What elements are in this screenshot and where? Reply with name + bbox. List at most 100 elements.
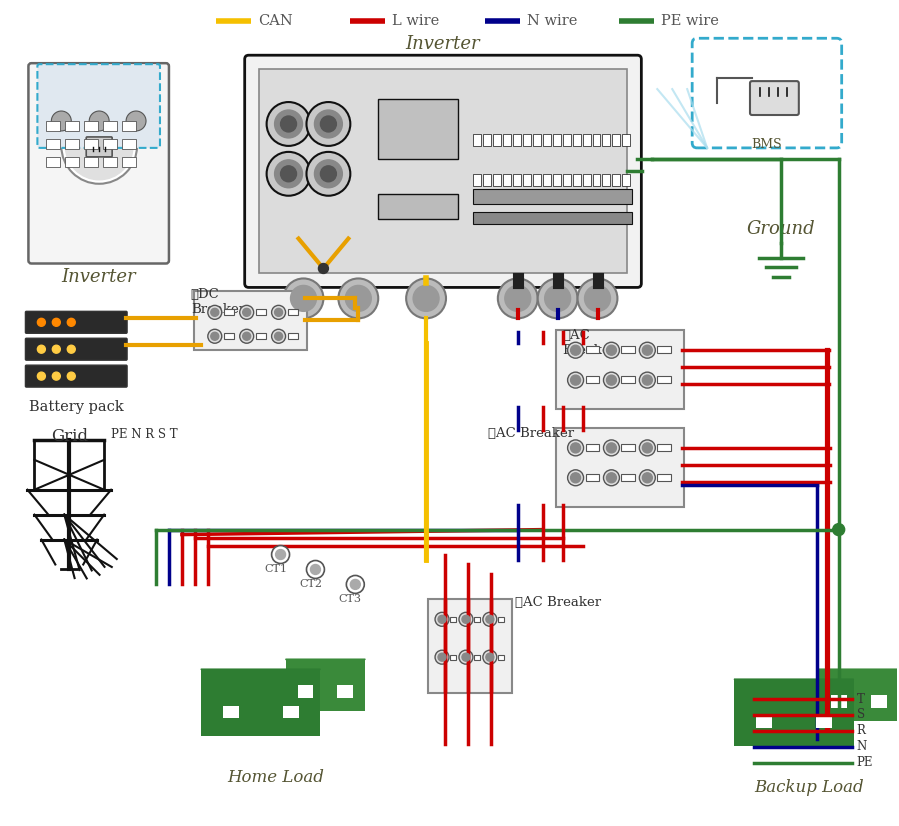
Circle shape — [435, 650, 449, 664]
FancyBboxPatch shape — [612, 173, 620, 186]
Circle shape — [208, 306, 222, 320]
FancyBboxPatch shape — [25, 365, 127, 387]
FancyBboxPatch shape — [428, 600, 512, 693]
Circle shape — [276, 549, 286, 559]
Circle shape — [345, 286, 371, 311]
Text: Battery pack: Battery pack — [29, 400, 124, 414]
Circle shape — [571, 345, 581, 355]
FancyBboxPatch shape — [583, 134, 591, 146]
Circle shape — [52, 345, 60, 354]
Circle shape — [567, 470, 583, 486]
Circle shape — [603, 373, 619, 388]
FancyBboxPatch shape — [585, 474, 600, 481]
FancyBboxPatch shape — [450, 655, 456, 660]
Circle shape — [210, 332, 218, 340]
Circle shape — [577, 278, 618, 318]
FancyBboxPatch shape — [378, 194, 458, 219]
Text: ③AC Breaker: ③AC Breaker — [488, 427, 574, 440]
FancyBboxPatch shape — [224, 333, 234, 339]
FancyBboxPatch shape — [756, 715, 772, 729]
Polygon shape — [734, 679, 854, 719]
Polygon shape — [819, 669, 898, 700]
Circle shape — [414, 286, 439, 311]
FancyBboxPatch shape — [602, 134, 610, 146]
FancyBboxPatch shape — [498, 655, 503, 660]
Text: Backup Load: Backup Load — [754, 779, 864, 795]
Circle shape — [280, 166, 297, 182]
Circle shape — [274, 332, 282, 340]
Circle shape — [315, 160, 343, 188]
Circle shape — [274, 308, 282, 316]
FancyBboxPatch shape — [734, 679, 854, 747]
Circle shape — [406, 278, 446, 318]
Text: PE N R S T: PE N R S T — [111, 428, 178, 441]
Circle shape — [271, 330, 286, 344]
Circle shape — [66, 112, 133, 180]
FancyBboxPatch shape — [556, 428, 684, 506]
Circle shape — [61, 108, 137, 183]
FancyBboxPatch shape — [612, 134, 620, 146]
Circle shape — [346, 576, 364, 593]
Circle shape — [607, 375, 617, 385]
FancyBboxPatch shape — [522, 173, 530, 186]
FancyBboxPatch shape — [819, 669, 898, 721]
Text: CAN: CAN — [258, 14, 292, 28]
Circle shape — [603, 470, 619, 486]
Circle shape — [607, 345, 617, 355]
FancyBboxPatch shape — [223, 705, 239, 719]
FancyBboxPatch shape — [512, 173, 521, 186]
Circle shape — [38, 345, 45, 354]
Text: CT2: CT2 — [299, 579, 322, 590]
FancyBboxPatch shape — [103, 157, 117, 167]
Text: PE wire: PE wire — [662, 14, 719, 28]
FancyBboxPatch shape — [450, 617, 456, 622]
Circle shape — [483, 650, 497, 664]
FancyBboxPatch shape — [282, 705, 298, 719]
FancyBboxPatch shape — [298, 685, 314, 697]
FancyBboxPatch shape — [585, 376, 600, 383]
FancyBboxPatch shape — [543, 173, 551, 186]
FancyBboxPatch shape — [200, 669, 320, 737]
Circle shape — [271, 306, 286, 320]
Circle shape — [38, 373, 45, 380]
FancyBboxPatch shape — [473, 173, 481, 186]
FancyBboxPatch shape — [621, 346, 636, 354]
Circle shape — [280, 116, 297, 132]
FancyBboxPatch shape — [85, 157, 98, 167]
FancyBboxPatch shape — [553, 173, 561, 186]
Circle shape — [267, 152, 310, 196]
FancyBboxPatch shape — [512, 134, 521, 146]
Circle shape — [639, 470, 655, 486]
Text: CT1: CT1 — [264, 564, 287, 574]
FancyBboxPatch shape — [621, 444, 636, 451]
Text: T: T — [857, 692, 865, 705]
FancyBboxPatch shape — [657, 346, 672, 354]
FancyBboxPatch shape — [103, 139, 117, 149]
Circle shape — [310, 564, 320, 574]
Text: ②AC
Breaker: ②AC Breaker — [563, 330, 617, 358]
Circle shape — [243, 332, 251, 340]
FancyBboxPatch shape — [86, 137, 112, 157]
FancyBboxPatch shape — [585, 346, 600, 354]
FancyBboxPatch shape — [815, 715, 832, 729]
Text: PE: PE — [857, 757, 873, 769]
FancyBboxPatch shape — [259, 69, 628, 273]
Circle shape — [462, 653, 470, 661]
Text: N wire: N wire — [527, 14, 577, 28]
FancyBboxPatch shape — [621, 474, 636, 481]
Circle shape — [545, 286, 571, 311]
Circle shape — [584, 286, 610, 311]
FancyBboxPatch shape — [474, 655, 480, 660]
Circle shape — [639, 342, 655, 358]
Text: Inverter: Inverter — [405, 36, 480, 53]
FancyBboxPatch shape — [657, 474, 672, 481]
Circle shape — [38, 318, 45, 326]
Circle shape — [271, 545, 289, 563]
Circle shape — [315, 110, 343, 138]
FancyBboxPatch shape — [85, 121, 98, 131]
Text: Home Load: Home Load — [227, 769, 324, 786]
Circle shape — [498, 278, 538, 318]
FancyBboxPatch shape — [474, 617, 480, 622]
Circle shape — [567, 440, 583, 456]
FancyBboxPatch shape — [25, 311, 127, 333]
